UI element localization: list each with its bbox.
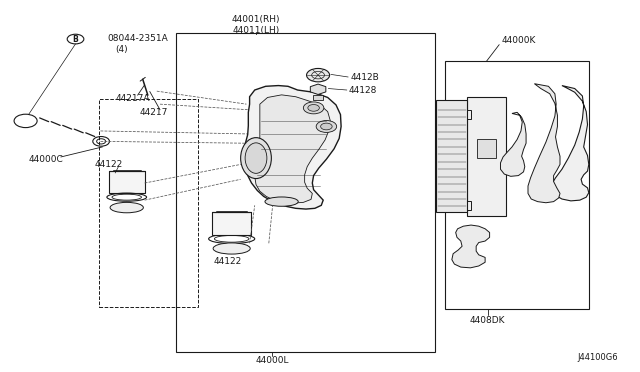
Polygon shape <box>552 86 589 201</box>
Polygon shape <box>500 112 526 176</box>
Text: 4412B: 4412B <box>351 73 380 81</box>
Bar <box>99 99 198 307</box>
Text: 44128: 44128 <box>349 86 377 94</box>
Text: 44000C: 44000C <box>29 155 63 164</box>
Text: 44011(LH): 44011(LH) <box>232 26 280 35</box>
Text: 08044-2351A: 08044-2351A <box>108 34 168 43</box>
Text: 44000L: 44000L <box>255 356 289 365</box>
Polygon shape <box>452 225 490 268</box>
Bar <box>212 212 251 235</box>
Circle shape <box>308 105 319 111</box>
Text: 44122: 44122 <box>213 257 241 266</box>
Bar <box>461 201 471 210</box>
Ellipse shape <box>245 143 267 173</box>
Text: 44217A: 44217A <box>116 94 150 103</box>
Bar <box>461 110 471 119</box>
Text: 44122: 44122 <box>95 160 123 169</box>
Polygon shape <box>244 86 341 209</box>
Ellipse shape <box>110 202 143 213</box>
Text: 44001(RH): 44001(RH) <box>232 15 280 24</box>
Circle shape <box>321 123 332 130</box>
Bar <box>445 61 589 309</box>
Circle shape <box>316 121 337 132</box>
Ellipse shape <box>265 197 298 206</box>
Bar <box>477 139 496 158</box>
Text: 44000K: 44000K <box>501 36 536 45</box>
Circle shape <box>303 102 324 114</box>
Text: (4): (4) <box>115 45 128 54</box>
Bar <box>467 97 506 216</box>
Circle shape <box>307 68 330 82</box>
Bar <box>313 95 323 100</box>
Bar <box>436 100 467 212</box>
Text: 4408DK: 4408DK <box>470 316 506 325</box>
Ellipse shape <box>213 243 250 254</box>
Polygon shape <box>528 84 560 203</box>
Polygon shape <box>255 95 330 203</box>
Text: B: B <box>73 35 78 44</box>
Ellipse shape <box>241 138 271 179</box>
Polygon shape <box>310 84 326 94</box>
Text: 44217: 44217 <box>140 108 168 117</box>
Text: J44100G6: J44100G6 <box>577 353 618 362</box>
Bar <box>109 171 145 193</box>
Bar <box>176 33 435 352</box>
